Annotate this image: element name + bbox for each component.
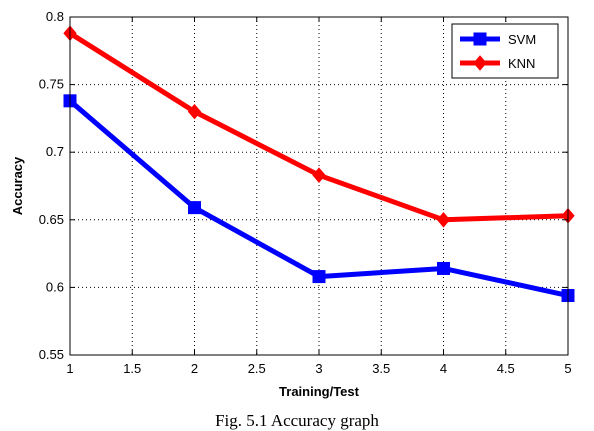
y-tick-label: 0.75: [39, 77, 64, 92]
x-tick-label: 3.5: [372, 361, 390, 376]
x-tick-label: 1.5: [123, 361, 141, 376]
y-axis-title: Accuracy: [10, 156, 25, 215]
figure-caption: Fig. 5.1 Accuracy graph: [215, 411, 379, 430]
x-tick-label: 4: [440, 361, 447, 376]
x-tick-label: 1: [66, 361, 73, 376]
legend: SVM KNN: [451, 23, 559, 79]
data-point-knn: [187, 103, 202, 120]
x-tick-label: 2.5: [248, 361, 266, 376]
y-tick-label: 0.65: [39, 212, 64, 227]
x-tick-label: 3: [315, 361, 322, 376]
y-tick-label: 0.6: [46, 279, 64, 294]
x-axis-title: Training/Test: [279, 384, 360, 399]
legend-marker-svm: [473, 32, 487, 46]
y-tick-label: 0.55: [39, 347, 64, 362]
accuracy-chart: 1 1.5 2 2.5 3 3.5 4 4.5 5 0.55 0.6 0.65 0.7 0.75 0.8 T…: [10, 9, 575, 399]
legend-entry-svm: SVM: [460, 32, 536, 47]
legend-box: [451, 23, 559, 79]
legend-label-svm: SVM: [508, 32, 536, 47]
data-point-knn: [312, 167, 326, 183]
y-tick-label: 0.8: [46, 9, 64, 24]
x-tick-label: 4.5: [497, 361, 515, 376]
data-point-svm: [188, 201, 201, 215]
y-tick-label: 0.7: [46, 144, 64, 159]
x-tick-label: 2: [191, 361, 198, 376]
x-tick-label: 5: [564, 361, 571, 376]
legend-entry-knn: KNN: [460, 55, 535, 71]
legend-marker-knn: [473, 55, 487, 71]
data-point-knn: [436, 212, 451, 228]
data-point-svm: [312, 270, 326, 284]
axis-ticks: 1 1.5 2 2.5 3 3.5 4 4.5 5 0.55 0.6 0.65 0.7 0.75 0.8: [39, 9, 572, 376]
data-point-svm: [437, 261, 450, 275]
legend-label-knn: KNN: [508, 56, 535, 71]
